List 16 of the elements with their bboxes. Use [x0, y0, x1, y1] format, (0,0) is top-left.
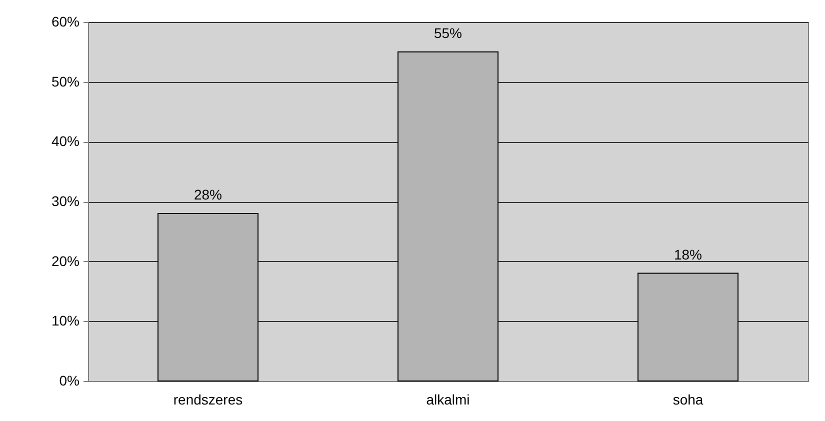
- data-label: 18%: [674, 246, 702, 262]
- bar: [158, 212, 258, 382]
- y-tick-label: 10%: [51, 312, 80, 329]
- y-tick-label: 30%: [51, 193, 80, 209]
- x-tick-label: rendszeres: [173, 392, 243, 408]
- y-tick-label: 60%: [51, 14, 80, 30]
- x-tick-label: soha: [672, 392, 704, 408]
- x-tick-label: alkalmi: [426, 392, 470, 408]
- bar: [398, 51, 498, 382]
- y-tick-label: 50%: [51, 73, 80, 90]
- y-tick-label: 20%: [51, 252, 80, 269]
- y-tick-label: 0%: [59, 372, 80, 388]
- bar: [638, 272, 738, 382]
- data-label: 28%: [194, 186, 222, 202]
- data-label: 55%: [434, 24, 462, 41]
- y-tick-label: 40%: [51, 133, 80, 150]
